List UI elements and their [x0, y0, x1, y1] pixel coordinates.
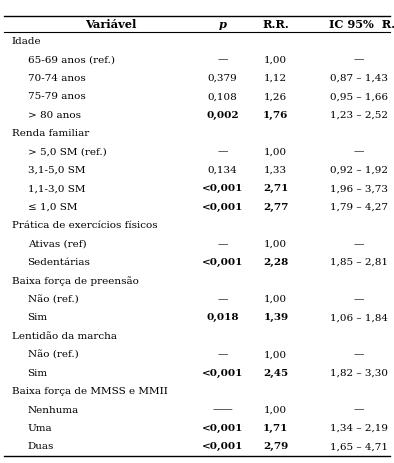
Text: —: — [217, 295, 228, 304]
Text: —: — [217, 148, 228, 156]
Text: ——: —— [212, 406, 233, 414]
Text: 2,45: 2,45 [263, 369, 288, 378]
Text: Sedentárias: Sedentárias [28, 258, 91, 267]
Text: 2,77: 2,77 [263, 203, 288, 212]
Text: Baixa força de MMSS e MMII: Baixa força de MMSS e MMII [12, 387, 168, 396]
Text: Não (ref.): Não (ref.) [28, 350, 78, 359]
Text: Baixa força de preensão: Baixa força de preensão [12, 276, 139, 286]
Text: 75-79 anos: 75-79 anos [28, 93, 85, 101]
Text: 0,018: 0,018 [206, 313, 239, 322]
Text: 1,65 – 4,71: 1,65 – 4,71 [329, 442, 388, 451]
Text: 0,95 – 1,66: 0,95 – 1,66 [329, 93, 388, 101]
Text: <0,001: <0,001 [202, 442, 243, 451]
Text: IC 95%  R.R.: IC 95% R.R. [329, 19, 394, 30]
Text: Sim: Sim [28, 313, 48, 322]
Text: 1,06 – 1,84: 1,06 – 1,84 [329, 313, 388, 322]
Text: Renda familiar: Renda familiar [12, 129, 89, 138]
Text: —: — [353, 350, 364, 359]
Text: Uma: Uma [28, 424, 52, 433]
Text: 1,00: 1,00 [264, 350, 287, 359]
Text: 2,79: 2,79 [263, 442, 288, 451]
Text: R.R.: R.R. [262, 19, 289, 30]
Text: 1,00: 1,00 [264, 240, 287, 249]
Text: Ativas (ref): Ativas (ref) [28, 240, 86, 249]
Text: 1,39: 1,39 [263, 313, 288, 322]
Text: <0,001: <0,001 [202, 424, 243, 433]
Text: 0,379: 0,379 [208, 74, 238, 83]
Text: Nenhuma: Nenhuma [28, 406, 79, 414]
Text: > 5,0 SM (ref.): > 5,0 SM (ref.) [28, 148, 106, 156]
Text: 1,00: 1,00 [264, 56, 287, 64]
Text: —: — [353, 406, 364, 414]
Text: Idade: Idade [12, 37, 41, 46]
Text: Variável: Variável [85, 19, 136, 30]
Text: <0,001: <0,001 [202, 369, 243, 378]
Text: 1,33: 1,33 [264, 166, 287, 175]
Text: Lentidão da marcha: Lentidão da marcha [12, 332, 117, 341]
Text: —: — [353, 240, 364, 249]
Text: 0,134: 0,134 [208, 166, 238, 175]
Text: > 80 anos: > 80 anos [28, 111, 81, 120]
Text: 1,96 – 3,73: 1,96 – 3,73 [329, 184, 388, 194]
Text: —: — [217, 240, 228, 249]
Text: —: — [217, 350, 228, 359]
Text: 65-69 anos (ref.): 65-69 anos (ref.) [28, 56, 115, 64]
Text: ≤ 1,0 SM: ≤ 1,0 SM [28, 203, 77, 212]
Text: 1,79 – 4,27: 1,79 – 4,27 [329, 203, 388, 212]
Text: —: — [353, 295, 364, 304]
Text: 1,71: 1,71 [263, 424, 288, 433]
Text: 70-74 anos: 70-74 anos [28, 74, 85, 83]
Text: —: — [217, 56, 228, 64]
Text: 1,00: 1,00 [264, 148, 287, 156]
Text: 0,92 – 1,92: 0,92 – 1,92 [329, 166, 388, 175]
Text: Duas: Duas [28, 442, 54, 451]
Text: 1,00: 1,00 [264, 295, 287, 304]
Text: 1,76: 1,76 [263, 111, 288, 120]
Text: <0,001: <0,001 [202, 258, 243, 267]
Text: —: — [353, 148, 364, 156]
Text: p: p [219, 19, 227, 30]
Text: 2,28: 2,28 [263, 258, 288, 267]
Text: <0,001: <0,001 [202, 184, 243, 194]
Text: 1,12: 1,12 [264, 74, 287, 83]
Text: 1,34 – 2,19: 1,34 – 2,19 [329, 424, 388, 433]
Text: 1,82 – 3,30: 1,82 – 3,30 [329, 369, 388, 378]
Text: 3,1-5,0 SM: 3,1-5,0 SM [28, 166, 85, 175]
Text: 1,23 – 2,52: 1,23 – 2,52 [329, 111, 388, 120]
Text: 1,85 – 2,81: 1,85 – 2,81 [329, 258, 388, 267]
Text: 0,002: 0,002 [206, 111, 239, 120]
Text: —: — [353, 56, 364, 64]
Text: 0,87 – 1,43: 0,87 – 1,43 [329, 74, 388, 83]
Text: Sim: Sim [28, 369, 48, 378]
Text: 0,108: 0,108 [208, 93, 238, 101]
Text: Não (ref.): Não (ref.) [28, 295, 78, 304]
Text: 1,26: 1,26 [264, 93, 287, 101]
Text: 1,1-3,0 SM: 1,1-3,0 SM [28, 184, 85, 194]
Text: <0,001: <0,001 [202, 203, 243, 212]
Text: Prática de exercícios físicos: Prática de exercícios físicos [12, 221, 158, 230]
Text: 1,00: 1,00 [264, 406, 287, 414]
Text: 2,71: 2,71 [263, 184, 288, 194]
